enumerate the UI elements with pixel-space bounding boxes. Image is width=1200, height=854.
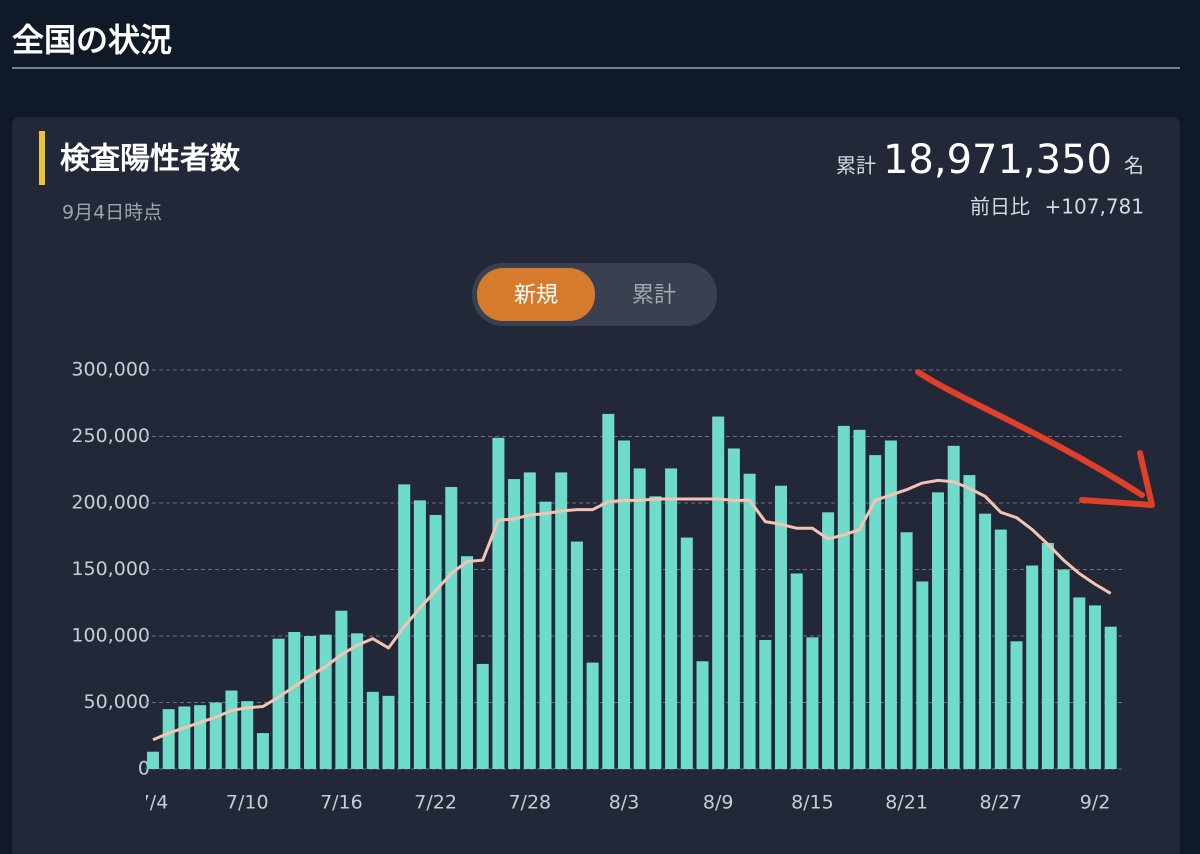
bar: [822, 512, 835, 769]
x-tick-label: 7/4: [138, 792, 169, 814]
bar: [853, 429, 866, 769]
bar: [947, 445, 960, 769]
bar: [178, 706, 191, 769]
bar: [633, 468, 646, 769]
x-tick-label: 8/15: [791, 792, 834, 814]
bar: [586, 662, 599, 769]
card-title: 検査陽性者数: [60, 142, 240, 177]
bar: [1089, 605, 1101, 769]
bar: [1073, 597, 1086, 769]
y-tick-label: 0: [138, 758, 150, 780]
x-tick-label: 7/16: [320, 792, 363, 814]
x-tick-label: 7/22: [414, 792, 457, 814]
bar: [351, 633, 364, 769]
bar: [979, 513, 992, 769]
bar: [649, 496, 662, 769]
bar: [555, 472, 568, 769]
bar: [602, 413, 615, 769]
bar: [429, 514, 442, 769]
bar: [869, 455, 882, 769]
bar: [775, 485, 787, 769]
bar: [539, 501, 552, 769]
bar: [900, 532, 913, 769]
y-tick-label: 50,000: [84, 691, 150, 713]
bar: [932, 492, 944, 769]
bar: [759, 639, 772, 769]
y-tick-label: 300,000: [71, 359, 150, 381]
bar: [335, 610, 348, 769]
bar: [680, 537, 693, 769]
bar: [147, 751, 159, 769]
title-accent: [39, 131, 45, 185]
y-tick-label: 200,000: [71, 492, 150, 514]
x-tick-label: 8/27: [979, 792, 1022, 814]
moving-average-line: [152, 478, 1112, 742]
bar: [445, 487, 458, 769]
annotation-arrow: [915, 369, 1145, 498]
x-tick-label: 8/9: [703, 792, 734, 814]
bar: [727, 448, 740, 769]
bar: [382, 695, 395, 769]
toggle-options: 新規 累計: [477, 268, 676, 321]
bar: [1041, 542, 1054, 769]
plot: 0 50,000 100,000 150,000 200,000 250,000 300,0…: [71, 359, 1122, 780]
bar: [1010, 641, 1023, 769]
change-value: +107,781: [1045, 195, 1144, 219]
total-unit: 名: [1124, 154, 1144, 178]
total-value: 18,971,350: [883, 137, 1112, 183]
toggle-option[interactable]: 新規: [514, 283, 558, 308]
bar: [209, 702, 222, 769]
bar: [319, 634, 332, 769]
bar: [225, 690, 238, 769]
bar: [743, 473, 756, 769]
y-tick-label: 250,000: [71, 425, 150, 447]
toggle-option[interactable]: 累計: [632, 283, 676, 308]
x-tick-label: 8/3: [609, 792, 640, 814]
bar: [508, 479, 521, 769]
bar: [618, 440, 630, 769]
bar: [476, 663, 489, 769]
total-label: 累計: [836, 154, 876, 178]
bar: [366, 691, 379, 769]
bar: [288, 632, 301, 769]
bar: [241, 701, 254, 769]
bar: [884, 440, 897, 769]
x-tick-label: 7/28: [508, 792, 551, 814]
x-axis: 7/4 7/10 7/16 7/22 7/28 8/3 8/9 8/15 8/21 8/27 9/2: [138, 792, 1111, 814]
bar: [570, 541, 583, 769]
y-tick-label: 150,000: [71, 558, 150, 580]
bar: [1026, 565, 1039, 769]
toggle-active[interactable]: [477, 268, 595, 321]
bar: [994, 529, 1007, 769]
bar: [492, 437, 505, 769]
bar: [712, 416, 725, 769]
header-title: 全国の状況: [12, 21, 172, 59]
bar: [461, 556, 473, 769]
annotation-arrowhead: [1079, 450, 1155, 508]
x-tick-label: 9/2: [1080, 792, 1111, 814]
bar: [304, 636, 316, 769]
x-tick-label: 7/10: [226, 792, 269, 814]
bar: [963, 475, 976, 769]
bar: [1104, 626, 1117, 769]
bar: [696, 661, 709, 769]
bar: [806, 637, 819, 769]
bar: [194, 705, 207, 769]
bar: [272, 638, 285, 769]
change-label: 前日比: [970, 195, 1030, 219]
bar: [916, 581, 929, 769]
x-tick-label: 8/21: [885, 792, 928, 814]
y-tick-label: 100,000: [71, 625, 150, 647]
bar: [256, 733, 269, 769]
bar: [790, 573, 803, 769]
bar: [413, 500, 426, 769]
bar: [162, 709, 175, 769]
bar: [523, 472, 536, 769]
as-of: 9月4日時点: [62, 202, 162, 224]
bar: [1057, 569, 1070, 769]
bar: [665, 468, 678, 769]
bar: [837, 425, 850, 769]
